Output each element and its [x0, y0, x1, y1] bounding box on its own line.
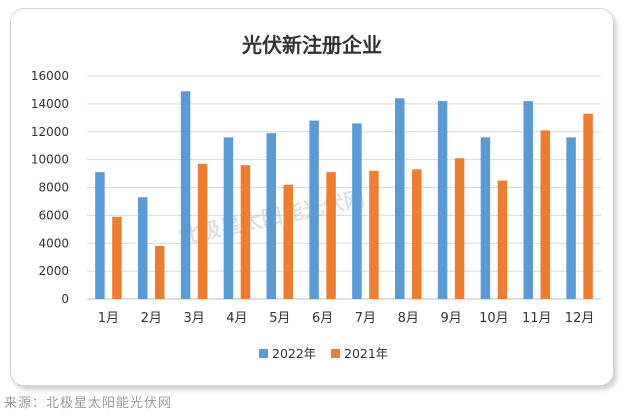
- x-tick-label: 11月: [522, 311, 552, 326]
- bar-2022年: [95, 172, 105, 299]
- y-tick-label: 14000: [31, 97, 69, 111]
- x-tick-label: 12月: [565, 311, 595, 326]
- bar-2022年: [437, 101, 448, 300]
- bar-2021年: [326, 172, 336, 299]
- bar-2021年: [369, 170, 379, 299]
- x-tick-label: 1月: [98, 311, 119, 326]
- y-tick-label: 8000: [38, 181, 69, 195]
- bar-2021年: [497, 180, 508, 299]
- x-tick-label: 9月: [440, 311, 461, 326]
- grid-lines: [87, 75, 601, 300]
- y-tick-label: 2000: [38, 264, 69, 278]
- y-tick-label: 4000: [38, 236, 69, 250]
- chart-title: 光伏新注册企业: [241, 33, 382, 57]
- y-tick-label: 12000: [31, 125, 69, 139]
- bar-2022年: [395, 98, 405, 299]
- y-tick-label: 0: [61, 292, 69, 306]
- legend-label: 2022年: [272, 346, 316, 361]
- bar-2022年: [566, 137, 576, 299]
- x-tick-label: 3月: [183, 311, 204, 326]
- x-tick-label: 4月: [226, 311, 247, 326]
- bar-2022年: [352, 123, 362, 299]
- bar-2021年: [197, 163, 208, 299]
- y-tick-label: 6000: [38, 208, 69, 222]
- bar-2022年: [223, 137, 234, 299]
- bar-2022年: [309, 120, 319, 299]
- bar-2021年: [240, 165, 251, 299]
- x-axis-labels: 1月 2月 3月 4月 5月 6月 7月 8月 9月 10月 11月 12月: [98, 311, 595, 326]
- bar-2022年: [180, 91, 191, 299]
- legend-swatch: [259, 349, 268, 358]
- y-axis-ticks: 0 2000 4000 6000 8000 10000 12000 14000 16000: [31, 69, 69, 306]
- y-tick-label: 10000: [31, 153, 69, 167]
- bars: [95, 91, 593, 300]
- bar-2021年: [155, 246, 165, 299]
- legend-label: 2021年: [344, 346, 388, 361]
- x-tick-label: 10月: [479, 311, 509, 326]
- bar-2021年: [412, 169, 422, 299]
- x-tick-label: 5月: [269, 311, 290, 326]
- bar-2021年: [283, 184, 293, 299]
- bar-chart: 光伏新注册企业 0 2000 4000 6000 8000 10000 12000 14000…: [31, 33, 601, 361]
- legend: 2022年 2021年: [259, 346, 388, 361]
- x-tick-label: 2月: [141, 311, 162, 326]
- bar-2022年: [138, 197, 148, 299]
- legend-swatch: [331, 349, 340, 358]
- bar-2022年: [523, 101, 533, 300]
- bar-2021年: [112, 216, 122, 299]
- chart-frame: 光伏新注册企业 0 2000 4000 6000 8000 10000 12000 14000…: [10, 8, 614, 386]
- x-tick-label: 6月: [312, 311, 333, 326]
- source-note: 来源：北极星太阳能光伏网: [4, 396, 173, 411]
- bar-2021年: [583, 113, 593, 299]
- x-tick-label: 7月: [355, 311, 376, 326]
- bar-2021年: [454, 158, 465, 299]
- bar-2021年: [540, 130, 550, 299]
- x-tick-label: 8月: [398, 311, 419, 326]
- bar-2022年: [480, 137, 491, 299]
- bar-2022年: [266, 133, 276, 299]
- y-tick-label: 16000: [31, 69, 69, 83]
